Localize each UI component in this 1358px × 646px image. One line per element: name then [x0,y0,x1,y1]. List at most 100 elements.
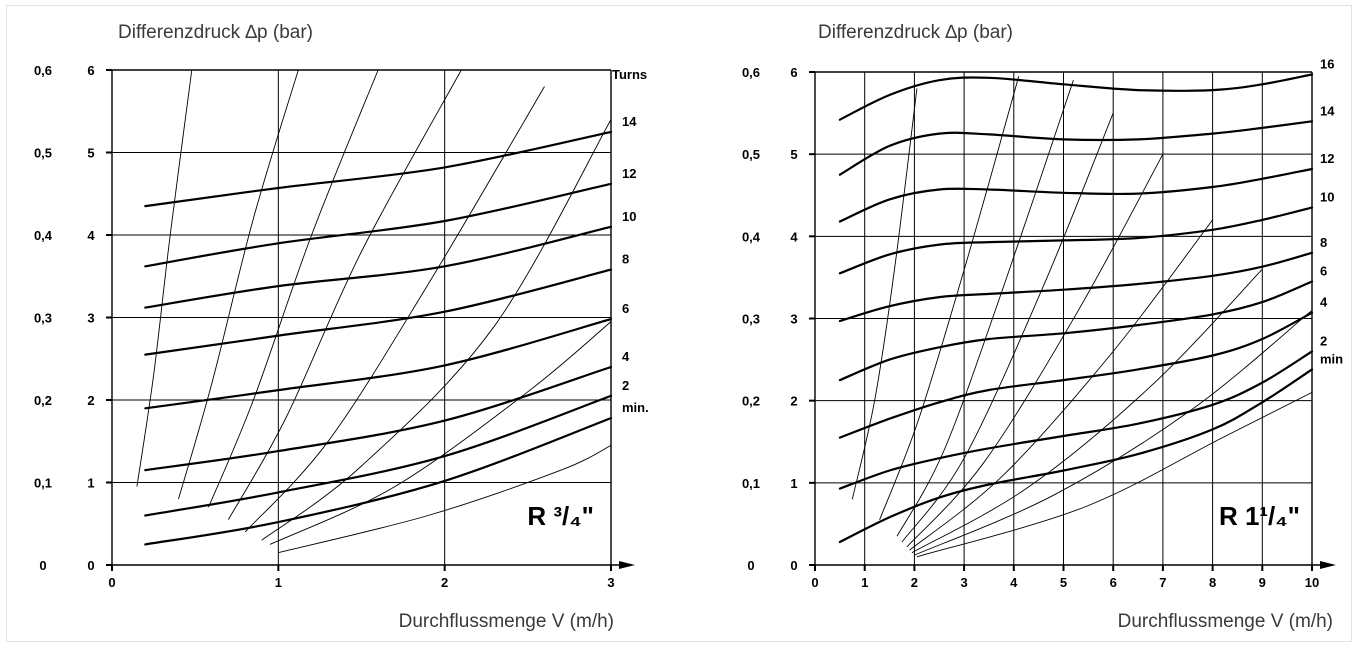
y-tick-label-outer: 0 [747,558,754,573]
x-axis-label: Durchflussmenge V (m/h) [1118,611,1333,632]
series-label: 14 [1320,103,1335,118]
series-label: min [1320,351,1343,366]
series-line-2 [838,350,1314,490]
x-axis-label: Durchflussmenge V (m/h) [399,611,614,632]
iso-line-1 [851,88,918,500]
x-tick-label: 9 [1259,575,1266,590]
x-tick-label: 10 [1305,575,1319,590]
series-line-8 [144,268,613,356]
series-line-14 [144,130,613,208]
iso-line-8 [278,444,612,554]
x-tick-label: 1 [861,575,868,590]
series-label: 10 [1320,190,1334,205]
series-label: 8 [1320,235,1327,250]
x-axis-arrow-icon [1320,561,1336,569]
series-label: 6 [1320,264,1327,279]
x-tick-label: 2 [911,575,918,590]
iso-line-7 [911,268,1263,554]
series-line-6 [144,318,613,410]
y-tick-label-outer: 0 [39,558,46,573]
y-tick-label-inner: 6 [790,65,797,80]
y-tick-label-inner: 5 [790,147,797,162]
x-axis-arrow-icon [619,561,635,569]
y-tick-label-outer: 0,3 [742,312,760,327]
series-label: 12 [1320,151,1334,166]
series-line-10 [838,206,1314,275]
iso-line-3 [896,80,1074,537]
series-line-4 [144,365,613,472]
series-label: 2 [622,378,629,393]
x-tick-label: 5 [1060,575,1067,590]
x-tick-label: 8 [1209,575,1216,590]
size-badge: R 1¹/₄" [1219,501,1300,531]
y-tick-label-inner: 0 [87,558,94,573]
series-line-14 [838,120,1314,176]
series-line-16 [838,73,1314,121]
iso-line-6 [909,219,1213,551]
series-label: 6 [622,301,629,316]
iso-line-5 [244,86,545,533]
y-tick-label-outer: 0,5 [34,146,52,161]
y-tick-label-inner: 3 [87,311,94,326]
y-tick-label-inner: 2 [87,393,94,408]
iso-line-2 [178,69,299,500]
iso-line-7 [269,321,612,545]
series-line-8 [838,251,1314,323]
series-line-min [144,417,613,546]
y-tick-label-outer: 0,6 [742,65,760,80]
iso-line-1 [136,69,193,487]
x-tick-label: 3 [607,575,614,590]
y-tick-label-outer: 0,6 [34,63,52,78]
series-label: 8 [622,252,629,267]
x-tick-label: 1 [275,575,282,590]
y-tick-label-outer: 0,5 [742,147,760,162]
y-tick-label-inner: 5 [87,146,94,161]
y-tick-label-outer: 0,3 [34,311,52,326]
y-tick-label-inner: 6 [87,63,94,78]
curve-label-header: Turns [612,67,647,82]
series-label: 4 [622,349,630,364]
series-label: 16 [1320,56,1334,71]
iso-line-4 [901,112,1114,543]
x-tick-label: 3 [960,575,967,590]
y-tick-label-inner: 2 [790,394,797,409]
y-tick-label-outer: 0,4 [34,228,53,243]
y-tick-label-inner: 4 [790,229,798,244]
chart-title: Differenzdruck ∆p (bar) [118,22,313,43]
y-tick-label-outer: 0,1 [34,476,52,491]
iso-line-3 [208,69,379,508]
x-tick-label: 6 [1110,575,1117,590]
iso-line-8 [914,309,1313,556]
iso-line-9 [916,391,1313,558]
series-label: 12 [622,166,636,181]
series-label: 4 [1320,295,1328,310]
y-tick-label-inner: 0 [790,558,797,573]
x-tick-label: 4 [1010,575,1018,590]
y-tick-label-outer: 0,1 [742,476,760,491]
iso-line-6 [261,119,612,541]
series-line-2 [144,394,613,517]
size-badge: R ³/₄" [527,501,594,531]
x-tick-label: 0 [108,575,115,590]
x-tick-label: 7 [1159,575,1166,590]
x-tick-label: 2 [441,575,448,590]
series-line-12 [144,182,613,268]
series-line-12 [838,167,1314,223]
series-label: 2 [1320,333,1327,348]
y-tick-label-inner: 4 [87,228,95,243]
series-line-min [838,368,1314,544]
series-label: 14 [622,114,637,129]
iso-line-5 [906,153,1164,548]
chart-title: Differenzdruck ∆p (bar) [818,22,1013,43]
y-tick-label-inner: 3 [790,312,797,327]
y-tick-label-outer: 0,2 [742,394,760,409]
series-line-6 [838,280,1314,382]
series-line-10 [144,225,613,309]
y-tick-label-outer: 0,4 [742,229,761,244]
y-tick-label-inner: 1 [87,476,94,491]
series-label: min. [622,400,649,415]
